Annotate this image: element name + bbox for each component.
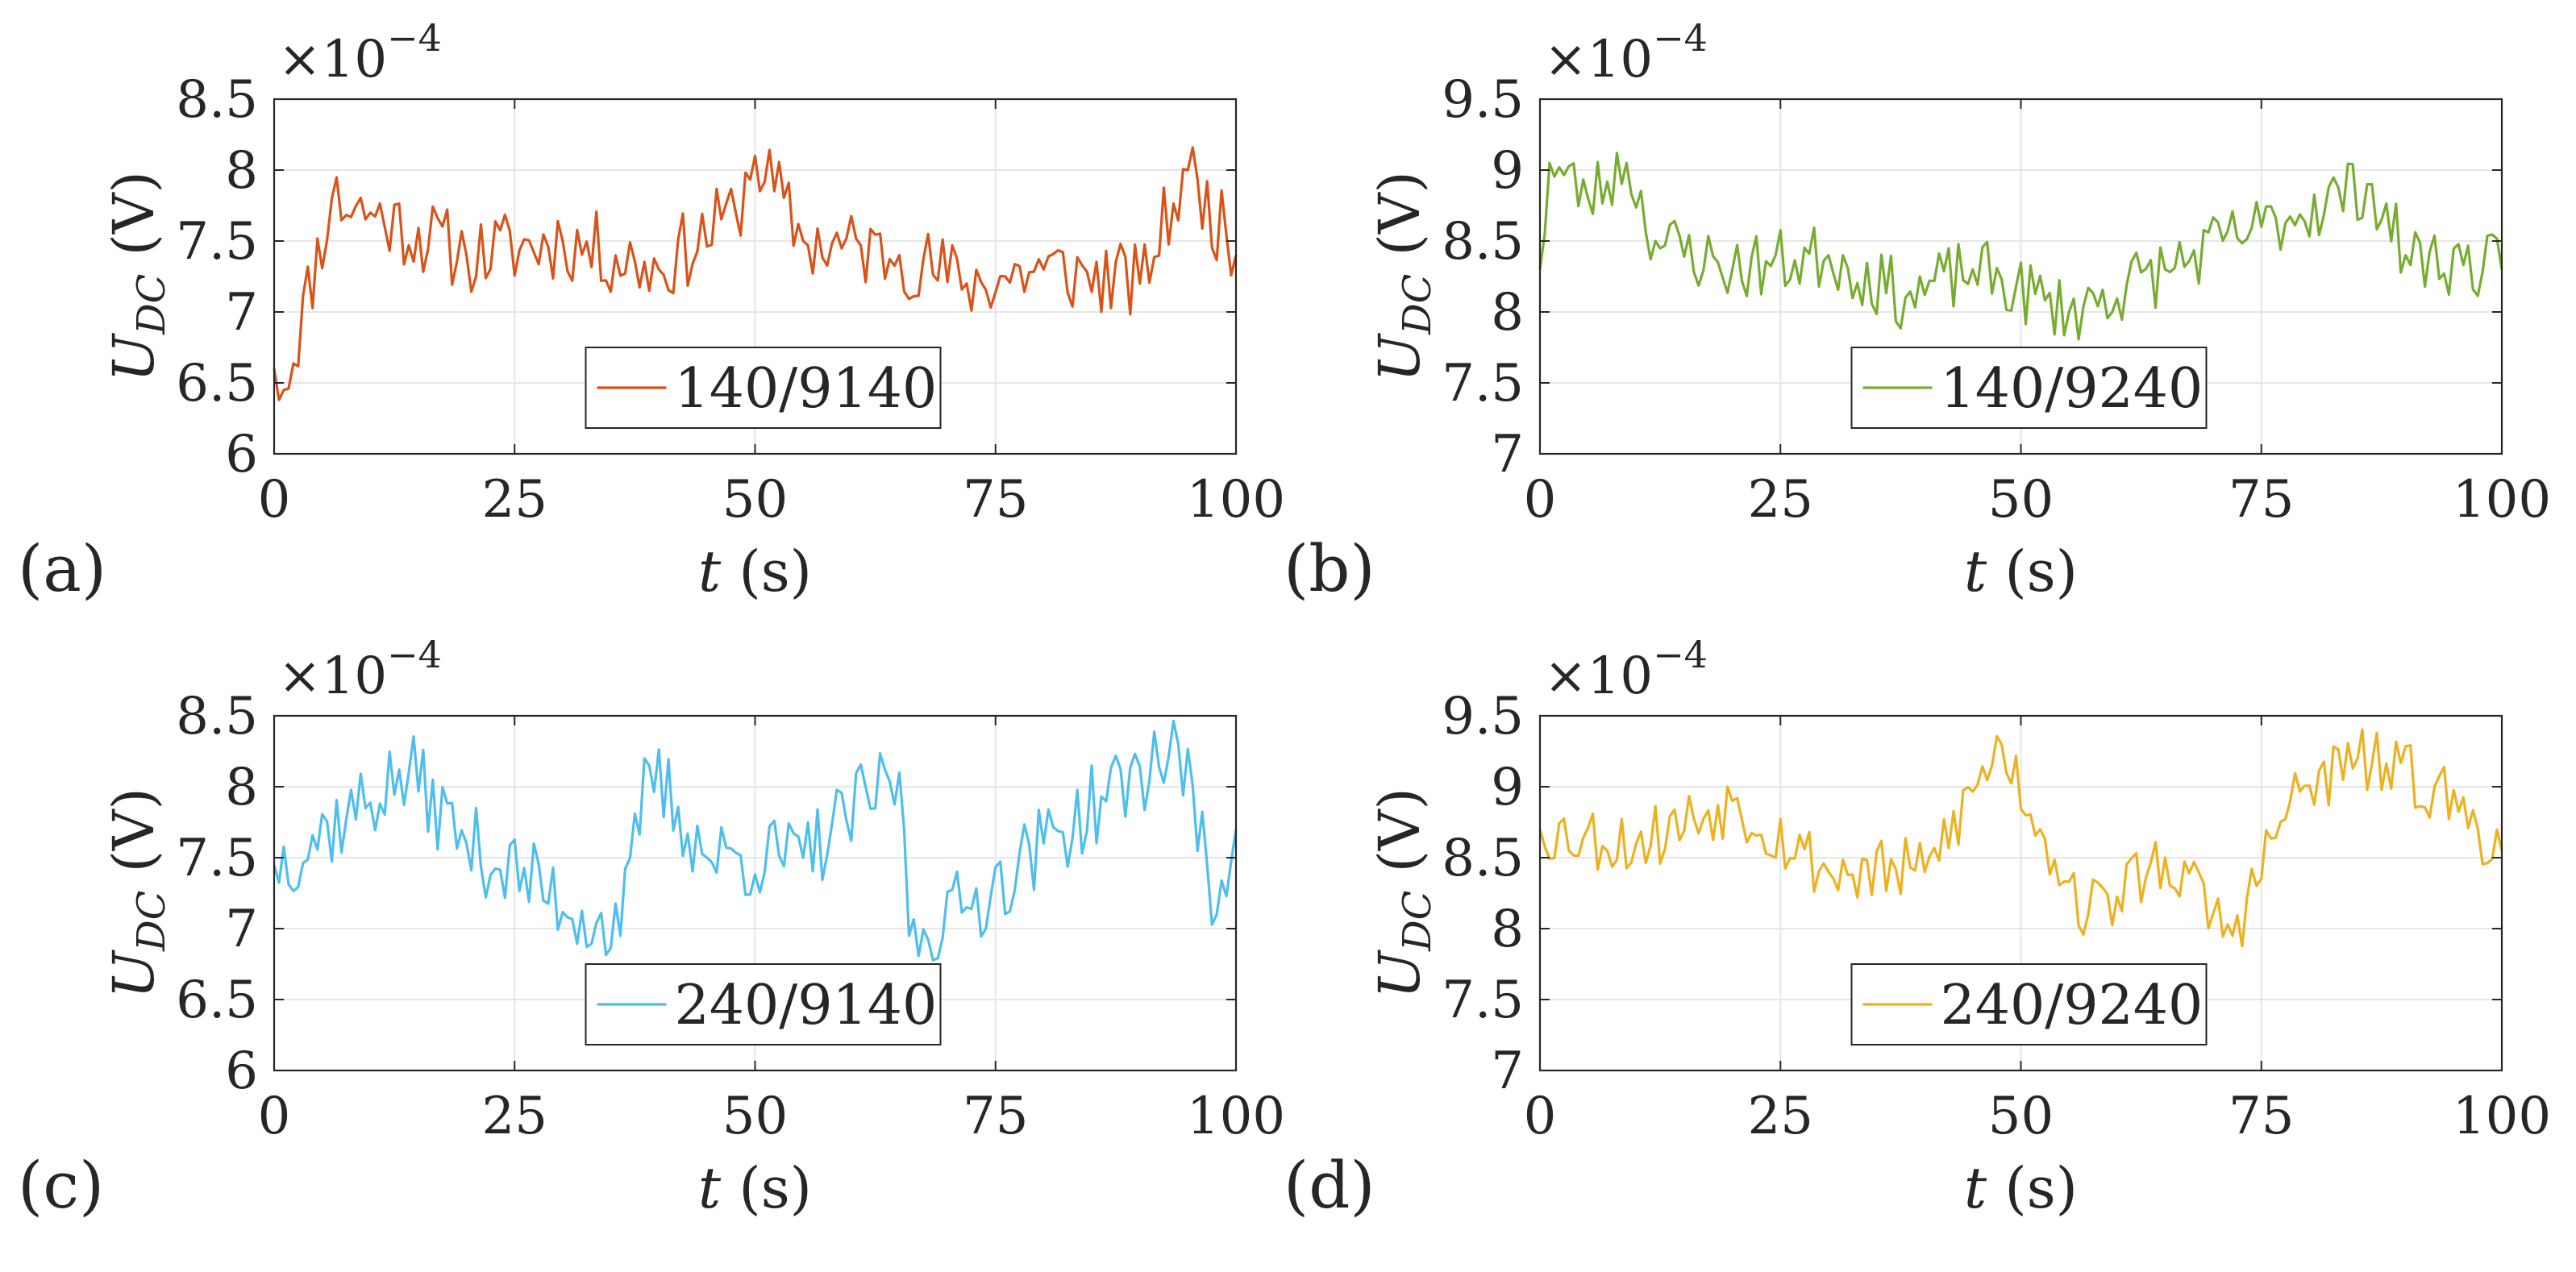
y-tick-label: 9.5	[1442, 70, 1524, 130]
y-tick-label: 8	[1491, 900, 1524, 959]
x-axis-label: t (s)	[698, 1155, 812, 1221]
y-tick-label: 7.5	[1442, 354, 1524, 414]
panel-label: (d)	[1284, 1148, 1375, 1223]
y-tick-label: 8	[225, 141, 258, 201]
x-tick-label: 75	[2229, 1087, 2294, 1146]
series-line	[273, 719, 1238, 962]
x-tick-label: 100	[1187, 1087, 1285, 1146]
y-tick-label: 6	[225, 425, 258, 484]
x-tick-label: 0	[1524, 1087, 1557, 1146]
axis-exponent: ×10−4	[1544, 633, 1708, 706]
x-tick-label: 50	[722, 1087, 788, 1146]
axis-exponent: ×10−4	[1544, 16, 1708, 89]
series-line	[1538, 152, 2503, 341]
axis-exponent: ×10−4	[278, 633, 442, 706]
y-tick-label: 9.5	[1442, 687, 1524, 746]
y-tick-label: 9	[1491, 141, 1524, 201]
y-axis-label: UDC (V)	[101, 788, 174, 999]
y-tick-label: 7	[225, 900, 258, 959]
y-axis-label: UDC (V)	[1367, 171, 1440, 382]
series-line	[273, 146, 1238, 401]
x-tick-label: 0	[258, 470, 291, 530]
panel-1: 0 25 50 75 100 6 6.5 7 7.5 8 8.5 ×10−4 t (s) UDC (V) (…	[18, 16, 1285, 606]
y-tick-label: 8.5	[176, 687, 258, 746]
legend-box	[585, 963, 942, 1045]
panel-4: 0 25 50 75 100 7 7.5 8 8.5 9 9.5 ×10−4 t (s) UDC (V) (…	[1284, 633, 2551, 1223]
x-axis-label: t (s)	[1964, 538, 2078, 605]
y-tick-label: 8	[225, 758, 258, 817]
y-tick-label: 8.5	[176, 70, 258, 130]
y-tick-label: 8.5	[1442, 829, 1524, 888]
x-tick-label: 50	[722, 470, 788, 530]
y-tick-label: 8.5	[1442, 212, 1524, 272]
x-tick-label: 25	[1748, 1087, 1813, 1146]
series-line	[1538, 728, 2503, 948]
x-tick-label: 25	[482, 1087, 547, 1146]
x-tick-label: 25	[482, 470, 547, 530]
panel-label: (b)	[1284, 531, 1375, 606]
y-tick-label: 9	[1491, 758, 1524, 817]
x-tick-label: 100	[1187, 470, 1285, 530]
x-tick-label: 0	[1524, 470, 1557, 530]
legend-entry: 140/9240	[1941, 357, 2204, 421]
panel-3: 0 25 50 75 100 6 6.5 7 7.5 8 8.5 ×10−4 t (s) UDC (V) (…	[18, 633, 1285, 1223]
y-tick-label: 7.5	[176, 829, 258, 888]
x-axis-label: t (s)	[1964, 1155, 2078, 1221]
x-tick-label: 75	[963, 470, 1028, 530]
x-tick-label: 75	[963, 1087, 1028, 1146]
y-tick-label: 6.5	[176, 971, 258, 1030]
y-tick-label: 7.5	[176, 212, 258, 272]
axis-exponent: ×10−4	[278, 16, 442, 89]
y-axis-label: UDC (V)	[1367, 788, 1440, 999]
y-tick-label: 7	[225, 283, 258, 343]
legend: 140/9240	[1850, 347, 2208, 429]
y-tick-label: 6	[225, 1041, 258, 1101]
legend: 240/9240	[1850, 963, 2208, 1045]
legend: 140/9140	[585, 347, 942, 429]
legend: 240/9140	[585, 963, 942, 1045]
x-axis-label: t (s)	[698, 538, 812, 605]
y-tick-label: 8	[1491, 283, 1524, 343]
x-tick-label: 75	[2229, 470, 2294, 530]
legend-entry: 240/9240	[1941, 974, 2204, 1037]
legend-entry: 240/9140	[675, 974, 938, 1037]
panel-label: (c)	[18, 1148, 104, 1223]
legend-entry: 140/9140	[675, 357, 938, 421]
x-tick-label: 50	[1988, 1087, 2054, 1146]
x-tick-label: 100	[2453, 1087, 2551, 1146]
panel-label: (a)	[18, 531, 106, 606]
y-tick-label: 7.5	[1442, 971, 1524, 1030]
y-tick-label: 6.5	[176, 354, 258, 414]
x-tick-label: 100	[2453, 470, 2551, 530]
x-tick-label: 25	[1748, 470, 1813, 530]
y-axis-label: UDC (V)	[101, 171, 174, 382]
x-tick-label: 0	[258, 1087, 291, 1146]
y-tick-label: 7	[1491, 1041, 1524, 1101]
panel-2: 0 25 50 75 100 7 7.5 8 8.5 9 9.5 ×10−4 t (s) UDC (V) (…	[1284, 16, 2551, 606]
x-tick-label: 50	[1988, 470, 2054, 530]
y-tick-label: 7	[1491, 425, 1524, 484]
